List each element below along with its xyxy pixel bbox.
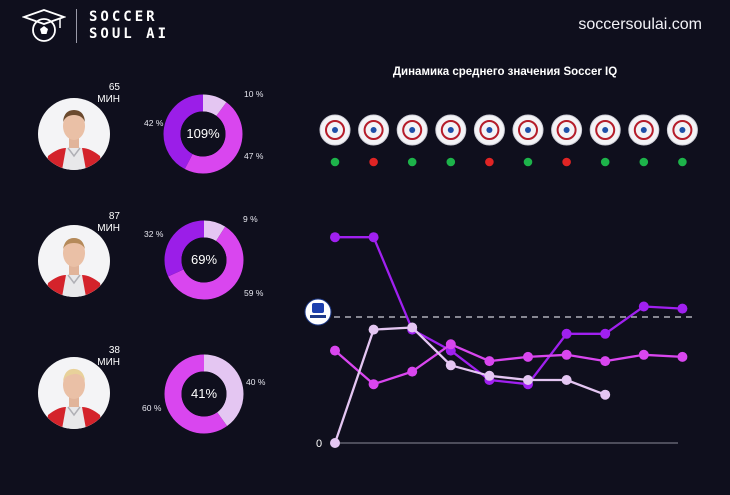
donut-hole bbox=[180, 111, 226, 157]
data-point bbox=[561, 328, 572, 339]
donut-segment-2 bbox=[164, 220, 244, 300]
data-point bbox=[561, 349, 572, 360]
match-result-marker bbox=[446, 157, 456, 167]
brand-name: SOCCER SOUL AI bbox=[89, 9, 169, 43]
donut-segment-3 bbox=[163, 94, 243, 174]
player-minutes-3: 38 МИН bbox=[80, 345, 120, 369]
data-point bbox=[407, 366, 418, 377]
site-url: soccersoulai.com bbox=[578, 16, 702, 33]
donut-bottom-percent: 47 % bbox=[244, 151, 264, 161]
series-line-2 bbox=[334, 343, 683, 386]
donut-bottom-percent: 59 % bbox=[244, 288, 264, 298]
donut-segment-2 bbox=[164, 354, 244, 434]
data-point bbox=[330, 345, 340, 356]
donut-left-percent: 60 % bbox=[142, 403, 162, 413]
iq-donut-chart-1: 109% bbox=[163, 94, 243, 174]
team-logo-icon bbox=[396, 114, 428, 146]
minutes-unit: МИН bbox=[97, 357, 120, 368]
data-point bbox=[523, 351, 533, 362]
player-photo-2 bbox=[38, 225, 110, 297]
match-result-marker bbox=[523, 157, 533, 167]
team-logo-icon bbox=[666, 114, 698, 146]
donut-right-percent: 40 % bbox=[246, 377, 266, 387]
match-result-marker bbox=[678, 157, 687, 167]
data-point bbox=[600, 389, 611, 400]
data-point bbox=[330, 232, 340, 243]
series-line-3 bbox=[333, 326, 606, 444]
data-point bbox=[638, 301, 649, 312]
euro-2024-badge bbox=[304, 298, 332, 326]
team-logo-icon bbox=[473, 114, 505, 146]
team-logo-icon bbox=[589, 114, 621, 146]
data-point bbox=[445, 360, 456, 371]
match-result-marker bbox=[330, 157, 340, 167]
data-point bbox=[600, 356, 611, 367]
minutes-value: 87 bbox=[108, 211, 120, 222]
data-point bbox=[368, 324, 379, 335]
match-result-marker bbox=[485, 157, 494, 167]
data-point bbox=[523, 375, 533, 385]
match-result-marker bbox=[639, 157, 649, 167]
match-result-marker bbox=[407, 157, 417, 167]
player-minutes-2: 87 МИН bbox=[80, 211, 120, 235]
soccer-ball-graduation-cap-logo bbox=[22, 9, 66, 42]
brand: SOCCER SOUL AI bbox=[22, 8, 169, 44]
data-point bbox=[561, 375, 572, 385]
donut-center-value: 69% bbox=[190, 252, 218, 267]
team-logo-icon bbox=[358, 114, 390, 146]
brand-line-2: SOUL AI bbox=[89, 26, 170, 42]
data-point bbox=[638, 349, 649, 360]
match-result-marker bbox=[562, 157, 571, 167]
team-logo-icon bbox=[512, 114, 544, 146]
donut-segment-3 bbox=[164, 220, 244, 300]
data-point bbox=[484, 356, 495, 367]
match-result-marker bbox=[369, 157, 378, 167]
donut-hole bbox=[181, 371, 227, 417]
data-point bbox=[484, 370, 495, 381]
minutes-value: 38 bbox=[108, 345, 120, 356]
chart-title: Динамика среднего значения Soccer IQ bbox=[392, 66, 618, 78]
donut-segment-2 bbox=[163, 94, 243, 174]
minutes-unit: МИН bbox=[97, 94, 120, 105]
data-point bbox=[368, 232, 379, 243]
donut-top-percent: 9 % bbox=[243, 214, 258, 224]
donut-left-percent: 32 % bbox=[144, 229, 164, 239]
y-zero-label: 0 bbox=[316, 438, 322, 450]
player-avatar-icon bbox=[44, 238, 104, 297]
donut-center-value: 109% bbox=[186, 126, 220, 141]
iq-donut-chart-2: 69% bbox=[164, 220, 244, 300]
data-point bbox=[600, 328, 611, 339]
donut-hole bbox=[181, 237, 227, 283]
minutes-value: 65 bbox=[108, 82, 120, 93]
player-minutes-1: 65 МИН bbox=[80, 82, 120, 106]
team-logo-icon bbox=[319, 114, 351, 146]
iq-donut-chart-3: 41% bbox=[164, 354, 244, 434]
match-result-marker bbox=[600, 157, 610, 167]
data-point bbox=[368, 379, 379, 390]
data-point bbox=[445, 339, 456, 350]
donut-center-value: 41% bbox=[190, 386, 218, 401]
data-point bbox=[677, 303, 688, 314]
data-point bbox=[330, 438, 340, 448]
data-point bbox=[677, 351, 688, 362]
brand-divider bbox=[76, 9, 77, 43]
data-point bbox=[407, 322, 418, 333]
donut-left-percent: 42 % bbox=[144, 118, 164, 128]
team-logo-icon bbox=[551, 114, 583, 146]
series-line-1 bbox=[335, 236, 683, 386]
team-logo-icon bbox=[628, 114, 660, 146]
team-logo-icon bbox=[435, 114, 467, 146]
donut-top-percent: 10 % bbox=[244, 89, 264, 99]
brand-line-1: SOCCER bbox=[89, 9, 158, 25]
minutes-unit: МИН bbox=[97, 223, 120, 234]
